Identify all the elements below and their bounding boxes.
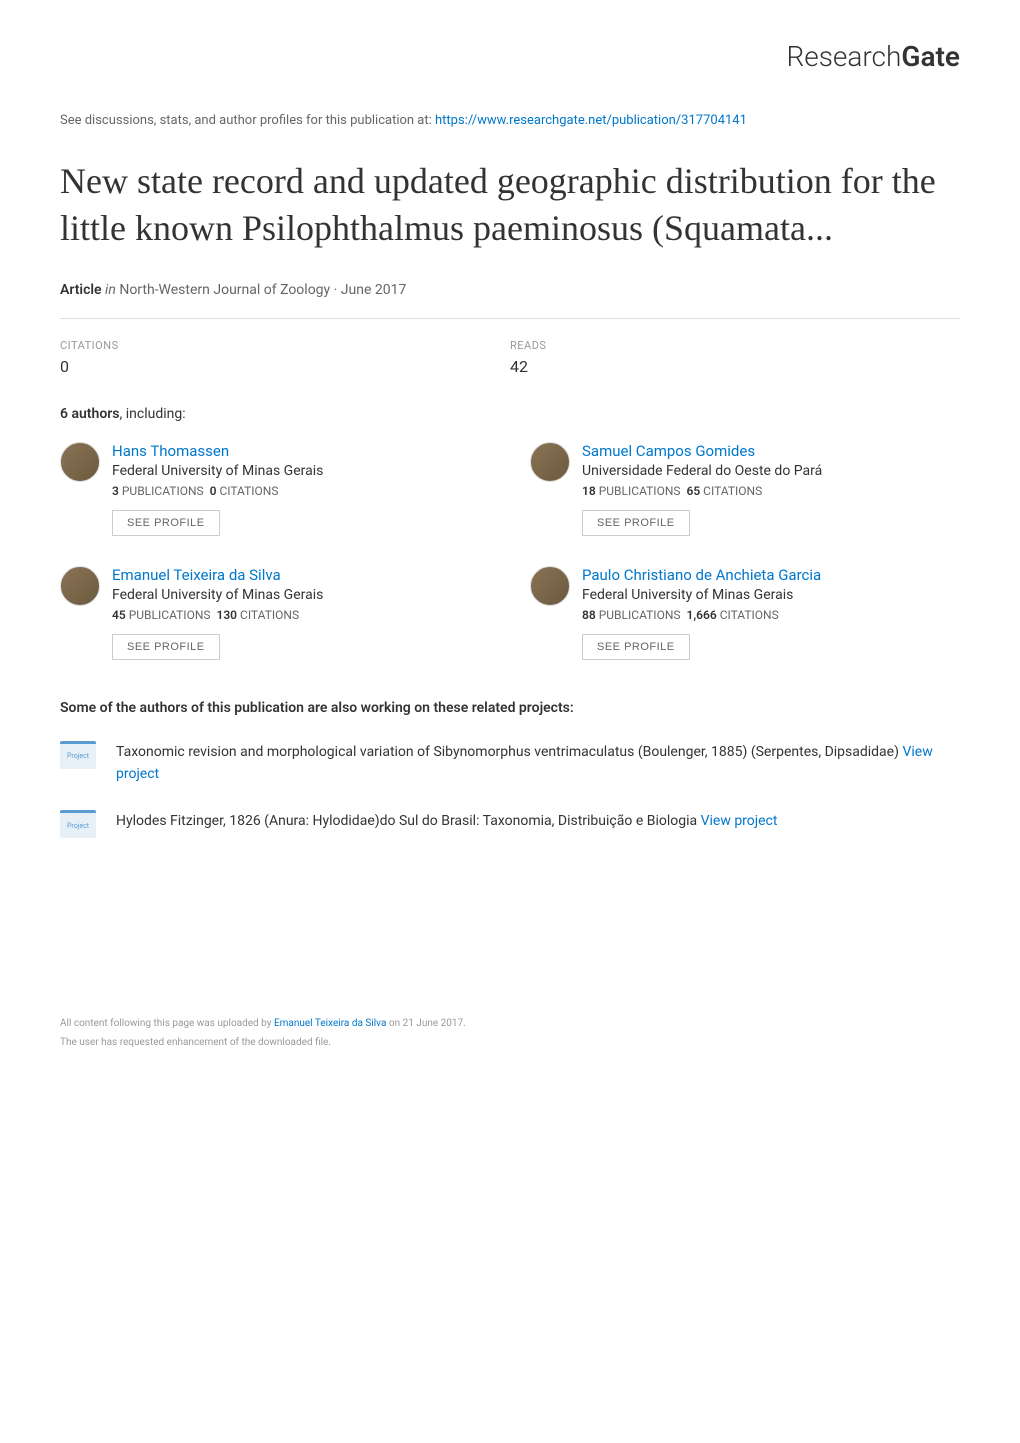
see-profile-button[interactable]: SEE PROFILE [582,634,690,660]
author-info: Paulo Christiano de Anchieta Garcia Fede… [582,566,960,660]
see-profile-button[interactable]: SEE PROFILE [582,510,690,536]
project-icon-label: Project [67,752,89,760]
stats-row: CITATIONS 0 READS 42 [60,339,960,376]
author-card: Paulo Christiano de Anchieta Garcia Fede… [530,566,960,660]
author-name-link[interactable]: Samuel Campos Gomides [582,442,960,460]
researchgate-logo[interactable]: ResearchGate [786,40,960,73]
authors-count: 6 authors [60,406,120,422]
logo-prefix: Research [786,40,901,73]
author-stats: 88 PUBLICATIONS 1,666 CITATIONS [582,608,960,622]
authors-header: 6 authors, including: [60,406,960,422]
author-affiliation: Federal University of Minas Gerais [582,587,960,603]
author-pub-count: 88 [582,608,596,622]
avatar[interactable] [60,566,100,606]
citations-value: 0 [60,357,510,376]
author-pub-label: PUBLICATIONS [129,608,211,622]
author-pub-count: 18 [582,484,596,498]
project-icon[interactable]: Project [60,741,96,769]
author-affiliation: Federal University of Minas Gerais [112,463,490,479]
author-card: Samuel Campos Gomides Universidade Feder… [530,442,960,536]
avatar[interactable] [530,566,570,606]
citations-block: CITATIONS 0 [60,339,510,376]
author-pub-count: 45 [112,608,126,622]
author-name-link[interactable]: Emanuel Teixeira da Silva [112,566,490,584]
authors-grid: Hans Thomassen Federal University of Min… [60,442,960,660]
citations-label: CITATIONS [60,339,510,352]
author-cit-label: CITATIONS [240,608,299,622]
footer: All content following this page was uplo… [60,1018,960,1048]
logo-suffix: Gate [901,40,960,73]
discussions-text: See discussions, stats, and author profi… [60,113,960,128]
author-cit-label: CITATIONS [219,484,278,498]
project-description: Taxonomic revision and morphological var… [116,744,902,760]
author-cit-count: 0 [210,484,217,498]
author-pub-label: PUBLICATIONS [599,484,681,498]
reads-block: READS 42 [510,339,960,376]
author-cit-count: 65 [686,484,700,498]
author-pub-label: PUBLICATIONS [122,484,204,498]
project-icon-label: Project [67,822,89,830]
author-info: Emanuel Teixeira da Silva Federal Univer… [112,566,490,660]
view-project-link[interactable]: View project [701,813,778,829]
avatar[interactable] [530,442,570,482]
authors-suffix: , including: [120,406,186,422]
author-affiliation: Federal University of Minas Gerais [112,587,490,603]
see-profile-button[interactable]: SEE PROFILE [112,634,220,660]
author-pub-count: 3 [112,484,119,498]
author-stats: 3 PUBLICATIONS 0 CITATIONS [112,484,490,498]
project-description: Hylodes Fitzinger, 1826 (Anura: Hylodida… [116,813,701,829]
publication-url-link[interactable]: https://www.researchgate.net/publication… [435,113,747,128]
author-cit-count: 1,666 [686,608,716,622]
project-item: Project Taxonomic revision and morpholog… [60,741,960,786]
author-stats: 18 PUBLICATIONS 65 CITATIONS [582,484,960,498]
header: ResearchGate [60,40,960,73]
author-card: Emanuel Teixeira da Silva Federal Univer… [60,566,490,660]
author-cit-label: CITATIONS [720,608,779,622]
article-meta: Article in North-Western Journal of Zool… [60,282,960,298]
author-affiliation: Universidade Federal do Oeste do Pará [582,463,960,479]
author-pub-label: PUBLICATIONS [599,608,681,622]
project-text: Hylodes Fitzinger, 1826 (Anura: Hylodida… [116,810,777,838]
uploaded-by-name-link[interactable]: Emanuel Teixeira da Silva [274,1018,386,1029]
uploaded-by-prefix: All content following this page was uplo… [60,1018,274,1029]
reads-label: READS [510,339,960,352]
project-icon[interactable]: Project [60,810,96,838]
author-cit-count: 130 [216,608,237,622]
divider [60,318,960,319]
author-info: Hans Thomassen Federal University of Min… [112,442,490,536]
uploaded-by-text: All content following this page was uplo… [60,1018,960,1029]
reads-value: 42 [510,357,960,376]
project-text: Taxonomic revision and morphological var… [116,741,960,786]
article-in-label: in [105,282,116,298]
discussions-prefix: See discussions, stats, and author profi… [60,113,435,128]
article-journal: North-Western Journal of Zoology · June … [119,282,406,298]
projects-header: Some of the authors of this publication … [60,700,960,716]
article-type-label: Article [60,282,102,298]
see-profile-button[interactable]: SEE PROFILE [112,510,220,536]
author-stats: 45 PUBLICATIONS 130 CITATIONS [112,608,490,622]
author-info: Samuel Campos Gomides Universidade Feder… [582,442,960,536]
publication-title: New state record and updated geographic … [60,158,960,252]
enhancement-text: The user has requested enhancement of th… [60,1037,960,1048]
author-cit-label: CITATIONS [703,484,762,498]
author-card: Hans Thomassen Federal University of Min… [60,442,490,536]
uploaded-by-suffix: on 21 June 2017. [386,1018,465,1029]
avatar[interactable] [60,442,100,482]
author-name-link[interactable]: Paulo Christiano de Anchieta Garcia [582,566,960,584]
project-item: Project Hylodes Fitzinger, 1826 (Anura: … [60,810,960,838]
author-name-link[interactable]: Hans Thomassen [112,442,490,460]
